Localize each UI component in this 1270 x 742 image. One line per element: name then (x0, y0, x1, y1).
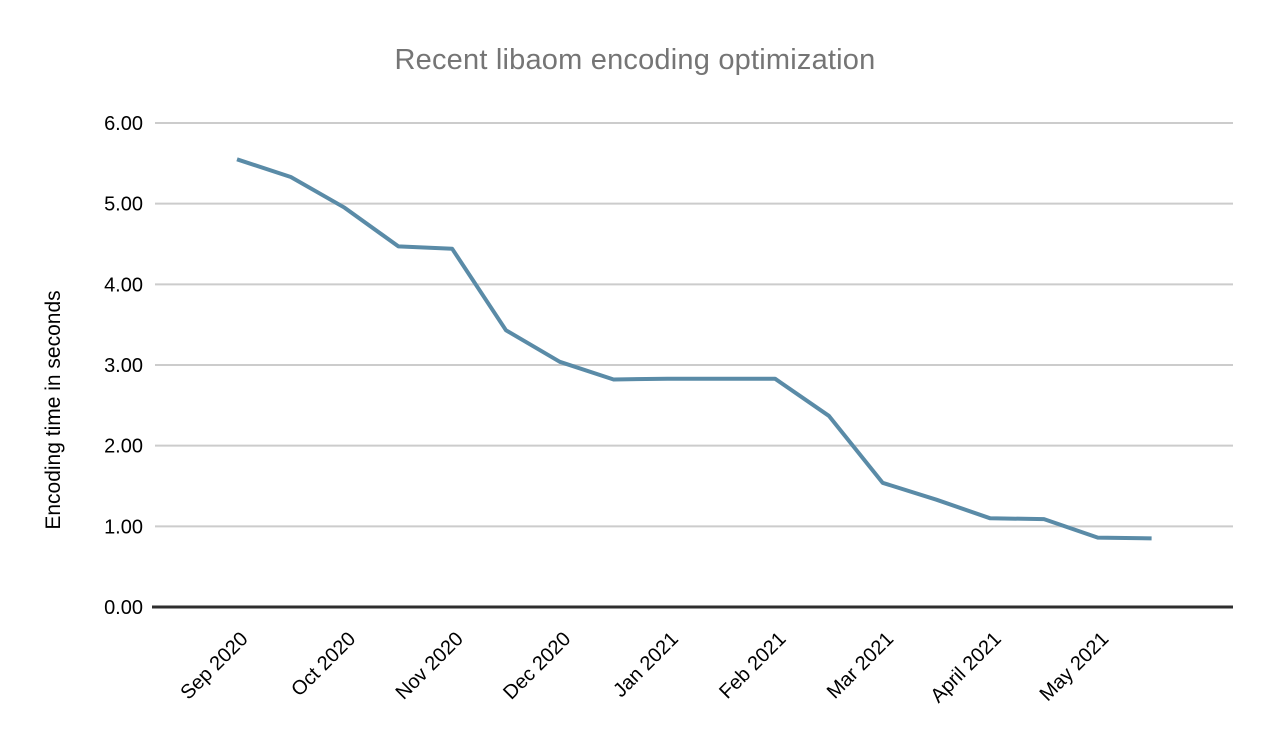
y-axis-tick-label: 6.00 (104, 113, 143, 135)
x-axis-tick-label: Feb 2021 (715, 628, 790, 703)
x-axis-tick-label: Jan 2021 (609, 628, 683, 702)
x-axis-tick-label: Nov 2020 (392, 628, 468, 704)
x-axis-tick-labels: Sep 2020 Oct 2020 Nov 2020 Dec 2020 Jan 2021… (176, 628, 1113, 707)
x-axis-tick-label: Sep 2020 (176, 628, 252, 704)
x-axis-tick-label: Oct 2020 (287, 628, 360, 701)
chart-title: Recent libaom encoding optimization (394, 44, 876, 76)
encoding-time-series-line (236, 157, 1152, 541)
y-axis-tick-label: 0.00 (104, 597, 143, 619)
y-axis-tick-label: 5.00 (104, 194, 143, 216)
x-axis-tick-label: Dec 2020 (499, 628, 575, 704)
y-axis-tick-label: 1.00 (104, 516, 143, 538)
y-axis-tick-label: 4.00 (104, 274, 143, 296)
x-axis-tick-label: April 2021 (926, 628, 1005, 707)
y-axis-tick-label: 3.00 (104, 355, 143, 377)
gridlines (155, 121, 1233, 528)
x-axis-tick-label: May 2021 (1036, 628, 1114, 706)
y-axis-tick-label: 2.00 (104, 436, 143, 458)
x-axis-tick-label: Mar 2021 (823, 628, 898, 703)
y-axis-tick-labels: 6.00 5.00 4.00 3.00 2.00 1.00 0.00 (104, 113, 143, 619)
